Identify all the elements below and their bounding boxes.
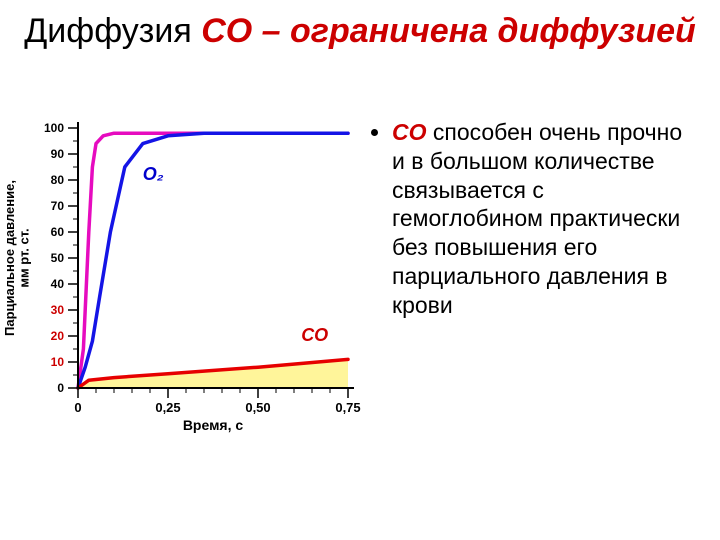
series-N2O <box>78 133 348 388</box>
y-tick-label: 10 <box>51 355 65 369</box>
series-label-N2O: N₂O <box>85 110 119 111</box>
y-tick-label: 20 <box>51 329 65 343</box>
series-O2 <box>78 133 348 388</box>
y-tick-label: 80 <box>51 173 65 187</box>
y-tick-label: 90 <box>51 147 65 161</box>
x-tick-label: 0 <box>74 400 81 415</box>
y-tick-label: 30 <box>51 303 65 317</box>
bullet-co: СО <box>392 119 427 145</box>
content-row: 0 10 20 30 40 50 60 70 80 90 100 0 0,25 0,50 0,75 Время… <box>0 110 720 450</box>
bullet-block: СО способен очень прочно и в большом кол… <box>370 110 700 450</box>
diffusion-chart: 0 10 20 30 40 50 60 70 80 90 100 0 0,25 0,50 0,75 Время… <box>0 110 370 450</box>
y-tick-label: 60 <box>51 225 65 239</box>
x-tick-label: 0,50 <box>245 400 270 415</box>
bullet-item: СО способен очень прочно и в большом кол… <box>392 118 700 319</box>
chart-container: 0 10 20 30 40 50 60 70 80 90 100 0 0,25 0,50 0,75 Время… <box>0 110 370 450</box>
title-rest: – ограничена диффузией <box>252 12 696 50</box>
x-tick-label: 0,75 <box>335 400 360 415</box>
y-tick-label: 40 <box>51 277 65 291</box>
series-label-O2: O₂ <box>143 164 164 184</box>
y-tick-label: 50 <box>51 251 65 265</box>
x-axis-label: Время, с <box>183 417 244 433</box>
x-tick-label: 0,25 <box>155 400 180 415</box>
y-tick-label: 70 <box>51 199 65 213</box>
y-axis-label: Парциальное давление,мм рт. ст. <box>2 180 31 336</box>
title-co: СО <box>201 12 252 50</box>
series-label-CO: CO <box>301 325 328 345</box>
y-tick-label: 100 <box>44 121 64 135</box>
title-prefix: Диффузия <box>24 12 201 50</box>
y-tick-label: 0 <box>57 381 64 395</box>
slide-title: Диффузия СО – ограничена диффузией <box>0 0 720 51</box>
bullet-text: способен очень прочно и в большом количе… <box>392 119 682 318</box>
